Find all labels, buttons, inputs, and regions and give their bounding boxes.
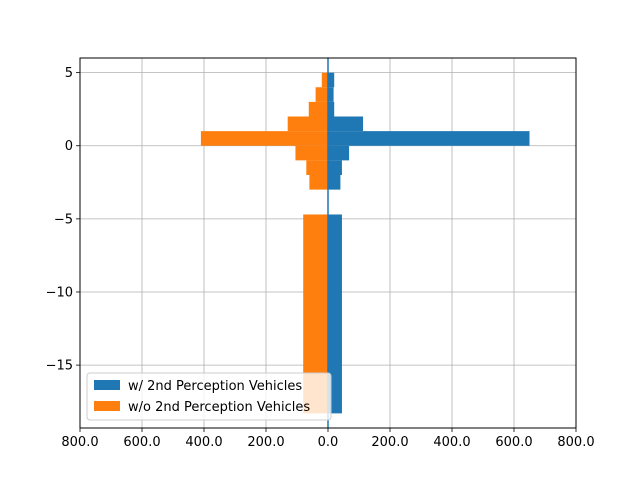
bar-without-perception <box>200 131 328 146</box>
bar-without-perception <box>315 87 328 102</box>
x-tick-label: 600.0 <box>495 435 532 450</box>
x-tick-label: 800.0 <box>61 435 98 450</box>
bar-without-perception <box>321 72 328 88</box>
legend-label-without-perception: w/o 2nd Perception Vehicles <box>128 400 310 415</box>
y-tick-label: −5 <box>54 212 73 227</box>
x-tick-label: 400.0 <box>433 435 470 450</box>
x-tick-label: 200.0 <box>247 435 284 450</box>
y-tick-label: −10 <box>46 285 73 300</box>
x-tick-label: 200.0 <box>371 435 408 450</box>
bar-with-perception <box>328 131 530 146</box>
bar-with-perception <box>328 116 364 132</box>
bar-with-perception <box>328 174 341 190</box>
bar-with-perception <box>328 101 335 117</box>
bar-with-perception <box>328 214 342 414</box>
legend-swatch-without-perception <box>94 401 120 411</box>
y-tick-label: −15 <box>46 359 73 374</box>
bar-without-perception <box>306 160 328 175</box>
tick-marks-and-labels: 800.0 600.0 400.0 200.0 0.0 200.0 400.0 600.0 80… <box>46 66 595 450</box>
bar-without-perception <box>287 116 328 132</box>
bar-without-perception <box>309 174 328 190</box>
y-tick-label: 0 <box>65 139 73 154</box>
y-tick-label: 5 <box>65 66 73 81</box>
bar-with-perception <box>328 72 335 88</box>
x-tick-label: 0.0 <box>318 435 339 450</box>
bar-without-perception <box>308 101 328 117</box>
bar-with-perception <box>328 160 342 175</box>
bar-with-perception <box>328 145 350 161</box>
legend-box <box>86 372 332 421</box>
x-tick-label: 600.0 <box>123 435 160 450</box>
x-tick-label: 400.0 <box>185 435 222 450</box>
legend-label-with-perception: w/ 2nd Perception Vehicles <box>128 379 302 394</box>
bar-without-perception <box>295 145 328 161</box>
bar-with-perception <box>328 87 334 102</box>
x-tick-label: 800.0 <box>557 435 594 450</box>
legend: w/ 2nd Perception Vehicles w/o 2nd Perce… <box>86 372 332 421</box>
legend-swatch-with-perception <box>94 380 120 390</box>
